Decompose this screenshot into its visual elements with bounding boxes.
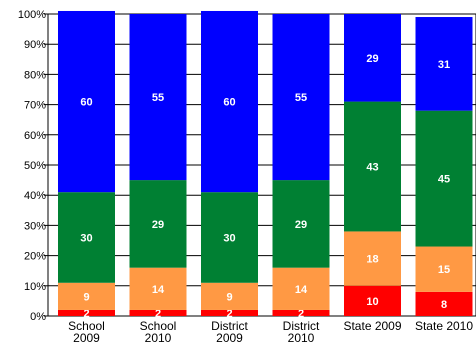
data-label: 18 — [366, 254, 378, 266]
data-label: 2 — [83, 308, 89, 320]
bar-segment — [201, 192, 258, 283]
x-tick-label-line: School — [68, 319, 105, 333]
bar-segment — [415, 17, 473, 111]
x-tick-label-line: State 2010 — [415, 319, 473, 333]
data-label: 2 — [226, 308, 232, 320]
data-label: 31 — [438, 59, 450, 71]
data-label: 9 — [83, 291, 89, 303]
bar-segment — [272, 180, 330, 268]
bar-segment — [129, 309, 187, 316]
data-label: 2 — [155, 308, 161, 320]
data-label: 60 — [223, 97, 235, 109]
x-tick-label: State 2009 — [343, 319, 401, 333]
data-label: 60 — [80, 97, 92, 109]
bar-segment — [129, 180, 187, 268]
data-label: 10 — [366, 296, 378, 308]
data-label: 30 — [80, 232, 92, 244]
bar-segment — [415, 291, 473, 316]
x-tick-label-line: 2009 — [216, 331, 243, 345]
bar-segment — [272, 14, 330, 181]
data-label: 45 — [438, 174, 450, 186]
x-tick-label: State 2010 — [415, 319, 473, 333]
bar-segment — [58, 282, 115, 310]
x-tick-label-line: 2009 — [73, 331, 100, 345]
bar-segment — [415, 110, 473, 247]
bar-segment — [344, 285, 401, 316]
y-tick-label: 20% — [24, 251, 46, 263]
bar-segment — [272, 267, 330, 310]
x-tick-label-line: District — [283, 319, 320, 333]
bar-segment — [201, 10, 258, 193]
bar-segment — [415, 246, 473, 292]
y-tick-label: 0% — [30, 311, 46, 323]
x-tick-label: District 2009 — [211, 319, 248, 345]
x-tick-label-line: 2010 — [145, 331, 172, 345]
bar-segment — [344, 101, 401, 232]
data-label: 29 — [295, 219, 307, 231]
bar-segment — [201, 282, 258, 310]
x-tick-label: School 2009 — [68, 319, 105, 345]
data-label: 43 — [366, 162, 378, 174]
data-label: 29 — [366, 53, 378, 65]
bar-segment — [272, 309, 330, 316]
y-tick-label: 100% — [18, 9, 46, 21]
data-label: 15 — [438, 264, 450, 276]
data-label: 55 — [295, 92, 307, 104]
x-tick-label: District 2010 — [283, 319, 320, 345]
x-tick-label-line: 2010 — [288, 331, 315, 345]
x-tick-label-line: School — [140, 319, 177, 333]
y-tick-label: 70% — [24, 100, 46, 112]
y-tick-label: 40% — [24, 190, 46, 202]
bar-segment — [129, 14, 187, 181]
y-tick-label: 90% — [24, 39, 46, 51]
bar-segment — [129, 267, 187, 310]
bar-segment — [58, 309, 115, 316]
bar-segment — [344, 231, 401, 286]
data-label: 55 — [152, 92, 164, 104]
bar-segment — [58, 10, 115, 193]
data-label: 8 — [441, 299, 447, 311]
y-tick-label: 30% — [24, 220, 46, 232]
y-tick-label: 80% — [24, 69, 46, 81]
bar-segment — [344, 14, 401, 102]
data-label: 9 — [226, 291, 232, 303]
x-tick-label: School 2010 — [140, 319, 177, 345]
data-label: 30 — [223, 232, 235, 244]
bar-segment — [58, 192, 115, 283]
data-label: 2 — [298, 308, 304, 320]
bar-segment — [201, 309, 258, 316]
data-label: 14 — [152, 284, 165, 296]
y-tick-label: 60% — [24, 130, 46, 142]
y-tick-label: 50% — [24, 160, 46, 172]
y-tick-label: 10% — [24, 281, 46, 293]
data-label: 14 — [295, 284, 308, 296]
x-tick-label-line: District — [211, 319, 248, 333]
data-label: 29 — [152, 219, 164, 231]
x-tick-label-line: State 2009 — [343, 319, 401, 333]
